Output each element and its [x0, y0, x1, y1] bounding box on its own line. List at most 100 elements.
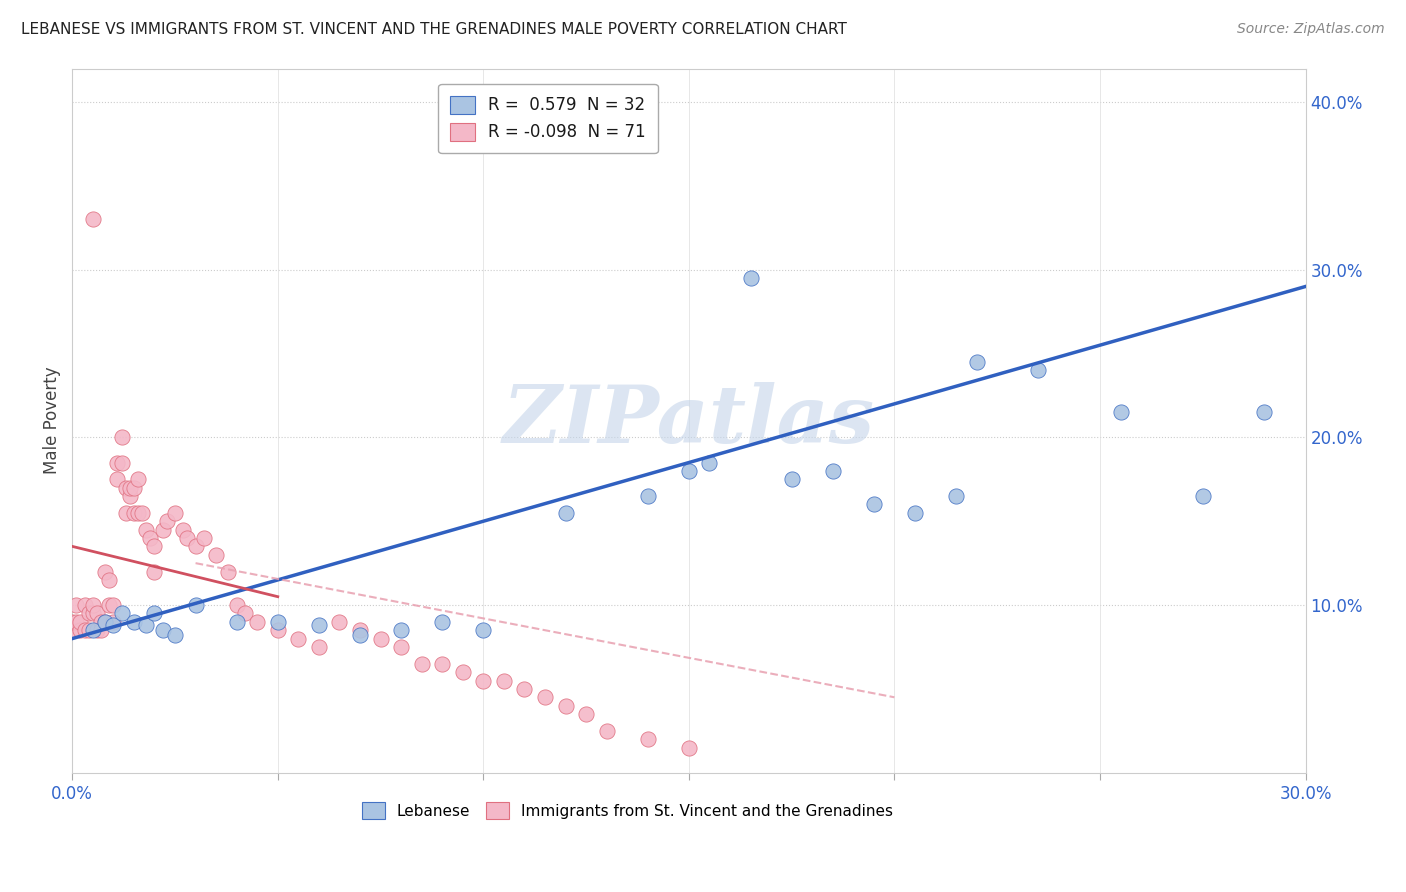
Point: [118, 489, 141, 503]
Point: [1109, 405, 1132, 419]
Point: [451, 665, 474, 680]
Point: [86, 607, 108, 621]
Point: [103, 598, 125, 612]
Point: [152, 523, 174, 537]
Point: [225, 615, 247, 629]
Text: Source: ZipAtlas.com: Source: ZipAtlas.com: [1237, 22, 1385, 37]
Point: [267, 624, 290, 638]
Point: [472, 673, 495, 688]
Point: [103, 615, 125, 629]
Point: [472, 624, 495, 638]
Point: [122, 481, 145, 495]
Point: [77, 624, 100, 638]
Point: [107, 456, 129, 470]
Point: [349, 628, 371, 642]
Point: [904, 506, 927, 520]
Point: [152, 624, 174, 638]
Point: [143, 607, 166, 621]
Point: [637, 732, 659, 747]
Point: [513, 681, 536, 696]
Point: [945, 489, 967, 503]
Point: [492, 673, 515, 688]
Point: [780, 472, 803, 486]
Text: LEBANESE VS IMMIGRANTS FROM ST. VINCENT AND THE GRENADINES MALE POVERTY CORRELAT: LEBANESE VS IMMIGRANTS FROM ST. VINCENT …: [21, 22, 846, 37]
Point: [246, 615, 269, 629]
Point: [1191, 489, 1213, 503]
Point: [114, 481, 136, 495]
Point: [554, 506, 576, 520]
Point: [163, 506, 186, 520]
Point: [699, 456, 721, 470]
Point: [98, 598, 121, 612]
Point: [389, 624, 412, 638]
Point: [82, 598, 104, 612]
Point: [82, 624, 104, 638]
Point: [432, 615, 454, 629]
Point: [225, 598, 247, 612]
Point: [94, 615, 117, 629]
Point: [328, 615, 350, 629]
Point: [94, 565, 117, 579]
Point: [90, 624, 112, 638]
Legend: Lebanese, Immigrants from St. Vincent and the Grenadines: Lebanese, Immigrants from St. Vincent an…: [356, 796, 898, 825]
Point: [122, 506, 145, 520]
Point: [233, 607, 256, 621]
Point: [349, 624, 371, 638]
Point: [103, 618, 125, 632]
Point: [389, 640, 412, 654]
Point: [534, 690, 557, 705]
Point: [110, 430, 132, 444]
Point: [821, 464, 844, 478]
Point: [184, 540, 207, 554]
Point: [73, 624, 96, 638]
Point: [163, 628, 186, 642]
Point: [107, 472, 129, 486]
Point: [176, 531, 198, 545]
Point: [69, 624, 91, 638]
Point: [73, 598, 96, 612]
Point: [863, 498, 886, 512]
Point: [554, 698, 576, 713]
Point: [82, 607, 104, 621]
Point: [110, 456, 132, 470]
Point: [60, 615, 83, 629]
Point: [65, 615, 87, 629]
Point: [193, 531, 215, 545]
Y-axis label: Male Poverty: Male Poverty: [44, 367, 60, 475]
Point: [637, 489, 659, 503]
Point: [118, 481, 141, 495]
Point: [90, 615, 112, 629]
Point: [98, 573, 121, 587]
Point: [135, 523, 157, 537]
Point: [308, 618, 330, 632]
Point: [135, 618, 157, 632]
Point: [69, 615, 91, 629]
Point: [308, 640, 330, 654]
Point: [65, 598, 87, 612]
Text: ZIPatlas: ZIPatlas: [503, 382, 875, 459]
Point: [184, 598, 207, 612]
Point: [156, 514, 179, 528]
Point: [205, 548, 228, 562]
Point: [131, 506, 153, 520]
Point: [143, 540, 166, 554]
Point: [82, 212, 104, 227]
Point: [740, 271, 762, 285]
Point: [575, 707, 598, 722]
Point: [411, 657, 433, 671]
Point: [143, 565, 166, 579]
Point: [287, 632, 309, 646]
Point: [110, 607, 132, 621]
Point: [966, 355, 988, 369]
Point: [127, 472, 149, 486]
Point: [114, 506, 136, 520]
Point: [217, 565, 239, 579]
Point: [678, 740, 700, 755]
Point: [267, 615, 290, 629]
Point: [678, 464, 700, 478]
Point: [127, 506, 149, 520]
Point: [432, 657, 454, 671]
Point: [370, 632, 392, 646]
Point: [86, 624, 108, 638]
Point: [60, 624, 83, 638]
